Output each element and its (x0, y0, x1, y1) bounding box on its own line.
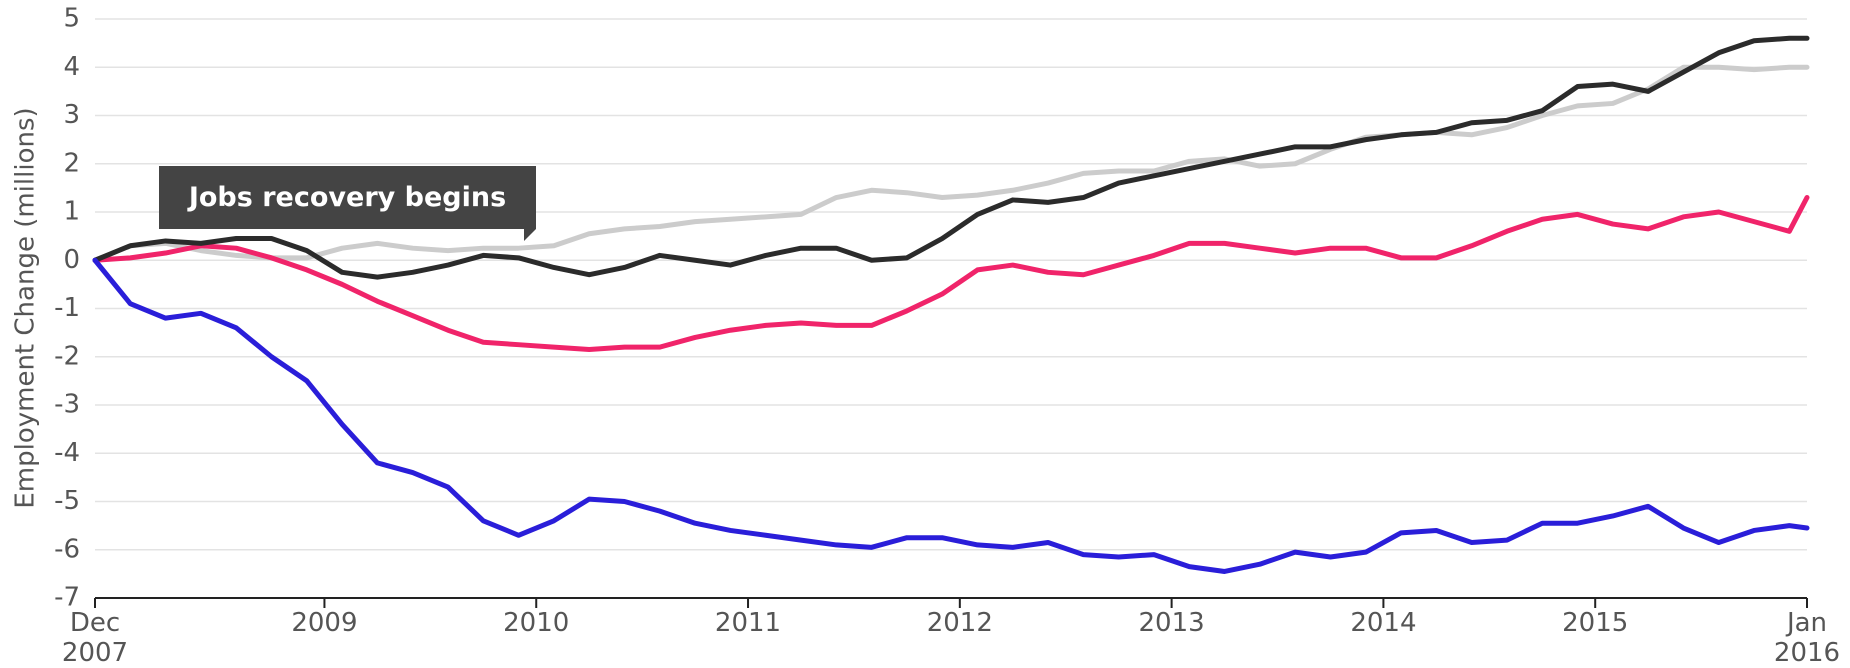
y-tick-label: -7 (54, 583, 80, 613)
y-tick-label: 1 (63, 197, 80, 227)
y-tick-label: 2 (63, 148, 80, 178)
line (92, 195, 1810, 353)
x-tick-label: 2012 (926, 608, 993, 638)
annotation-pointer (524, 229, 536, 241)
y-tick-label: -5 (54, 486, 80, 516)
y-tick-label: 4 (63, 52, 80, 82)
x-tick-label: 2013 (1138, 608, 1205, 638)
y-tick-label: 3 (63, 100, 80, 130)
y-axis-label: Employment Change (millions) (11, 107, 41, 508)
line (92, 257, 1810, 574)
line (92, 64, 1810, 263)
x-tick-label: 2014 (1350, 608, 1417, 638)
line (92, 35, 1810, 280)
x-tick-label: Dec 2007 (61, 608, 129, 668)
y-tick-label: -1 (54, 293, 80, 323)
x-tick-label: Jan 2016 (1773, 608, 1841, 668)
y-tick-label: -4 (54, 438, 80, 468)
x-tick-label: 2011 (714, 608, 782, 638)
y-tick-label: 0 (63, 245, 80, 275)
y-tick-label: -6 (54, 534, 80, 564)
annotation: Jobs recovery begins (159, 166, 536, 229)
x-tick-label: 2010 (503, 608, 570, 638)
x-tick-label: 2015 (1562, 608, 1629, 638)
y-tick-label: -2 (54, 341, 80, 371)
y-tick-label: 5 (63, 4, 80, 34)
y-tick-label: -3 (54, 390, 80, 420)
x-tick-label: 2009 (291, 608, 358, 638)
